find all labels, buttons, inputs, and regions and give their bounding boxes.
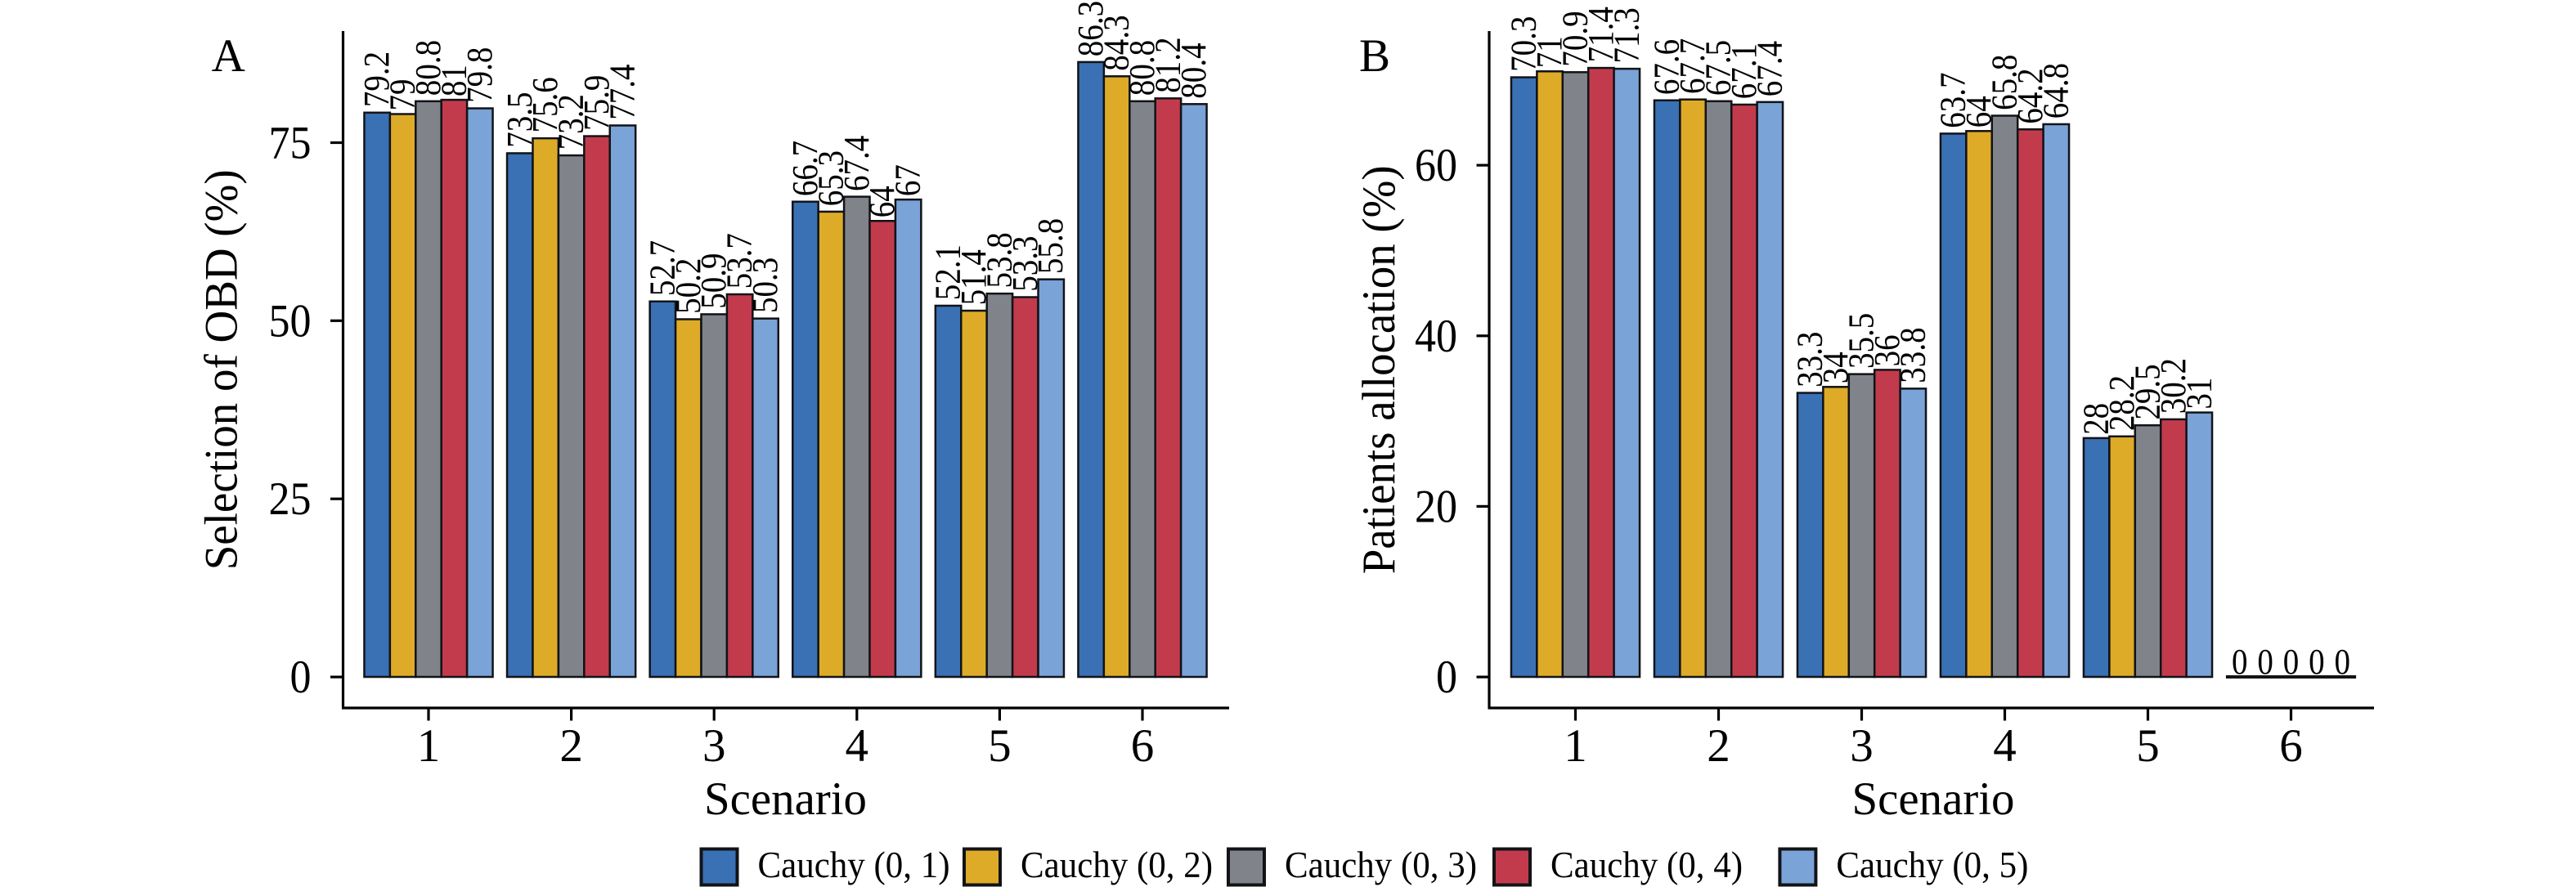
svg-text:84.3: 84.3 — [1097, 15, 1137, 70]
svg-text:67: 67 — [888, 164, 928, 196]
svg-text:6: 6 — [2279, 720, 2303, 772]
svg-text:35.5: 35.5 — [1842, 313, 1882, 369]
svg-text:28.2: 28.2 — [2102, 375, 2142, 431]
svg-text:A: A — [212, 30, 245, 82]
svg-text:77.4: 77.4 — [602, 64, 642, 119]
svg-text:0: 0 — [2283, 642, 2300, 682]
svg-text:67.6: 67.6 — [1647, 39, 1687, 95]
svg-text:31: 31 — [2179, 378, 2219, 410]
svg-text:67.4: 67.4 — [837, 136, 877, 191]
svg-text:80.8: 80.8 — [1122, 40, 1162, 96]
svg-text:71.3: 71.3 — [1606, 7, 1646, 63]
svg-text:40: 40 — [1415, 311, 1457, 362]
svg-text:75: 75 — [269, 118, 312, 169]
svg-text:50: 50 — [269, 295, 312, 347]
svg-text:Selection of OBD (%): Selection of OBD (%) — [196, 169, 248, 570]
svg-text:0: 0 — [1436, 652, 1457, 703]
svg-text:80.4: 80.4 — [1174, 43, 1214, 98]
svg-text:55.8: 55.8 — [1030, 218, 1070, 274]
svg-text:70.3: 70.3 — [1504, 16, 1544, 72]
svg-text:30.2: 30.2 — [2153, 358, 2193, 414]
svg-text:67.7: 67.7 — [1672, 38, 1712, 94]
svg-text:Patients allocation (%): Patients allocation (%) — [1353, 165, 1405, 574]
svg-text:53.8: 53.8 — [979, 232, 1019, 288]
svg-text:81: 81 — [433, 65, 473, 96]
svg-text:Cauchy (0, 5): Cauchy (0, 5) — [1836, 844, 2028, 885]
svg-text:2: 2 — [1707, 720, 1730, 772]
svg-text:81.2: 81.2 — [1147, 37, 1187, 92]
svg-text:3: 3 — [702, 720, 726, 772]
svg-text:1: 1 — [417, 720, 441, 772]
svg-text:28: 28 — [2076, 403, 2116, 435]
svg-text:25: 25 — [269, 473, 312, 525]
svg-text:B: B — [1359, 30, 1390, 82]
svg-text:5: 5 — [988, 720, 1012, 772]
svg-text:0: 0 — [2309, 642, 2325, 682]
svg-text:Scenario: Scenario — [704, 773, 867, 825]
svg-text:63.7: 63.7 — [1933, 72, 1973, 128]
svg-text:0: 0 — [2232, 642, 2248, 682]
svg-text:71.4: 71.4 — [1581, 7, 1621, 62]
svg-text:5: 5 — [2136, 720, 2160, 772]
svg-text:60: 60 — [1415, 140, 1457, 191]
svg-text:33.3: 33.3 — [1790, 332, 1830, 388]
svg-text:79.8: 79.8 — [460, 47, 500, 103]
svg-text:64.2: 64.2 — [2010, 68, 2050, 123]
svg-text:0: 0 — [2257, 642, 2273, 682]
svg-text:20: 20 — [1415, 481, 1457, 532]
svg-text:0: 0 — [2335, 642, 2351, 682]
svg-text:53.7: 53.7 — [720, 233, 760, 289]
svg-text:4: 4 — [1993, 720, 2017, 772]
svg-text:4: 4 — [846, 720, 869, 772]
svg-text:67.4: 67.4 — [1749, 41, 1789, 96]
svg-text:50.3: 50.3 — [745, 258, 785, 313]
svg-text:75.9: 75.9 — [577, 75, 617, 131]
svg-text:71: 71 — [1529, 36, 1569, 68]
svg-text:79.2: 79.2 — [357, 52, 397, 107]
svg-text:65.8: 65.8 — [1985, 55, 2025, 110]
svg-text:86.3: 86.3 — [1070, 1, 1111, 56]
svg-text:6: 6 — [1131, 720, 1155, 772]
svg-text:67.5: 67.5 — [1699, 40, 1739, 96]
svg-text:1: 1 — [1564, 720, 1587, 772]
svg-text:Cauchy (0, 3): Cauchy (0, 3) — [1285, 844, 1477, 885]
svg-text:Cauchy (0, 2): Cauchy (0, 2) — [1021, 844, 1213, 885]
svg-text:36: 36 — [1867, 334, 1907, 366]
svg-text:3: 3 — [1850, 720, 1874, 772]
svg-text:0: 0 — [290, 652, 312, 703]
svg-text:Cauchy (0, 4): Cauchy (0, 4) — [1551, 844, 1743, 885]
svg-text:Scenario: Scenario — [1852, 773, 2015, 825]
svg-text:50.2: 50.2 — [668, 258, 708, 314]
svg-text:33.8: 33.8 — [1892, 327, 1932, 383]
svg-text:75.6: 75.6 — [525, 77, 565, 132]
svg-text:70.9: 70.9 — [1555, 11, 1595, 66]
svg-text:52.7: 52.7 — [642, 240, 682, 296]
svg-text:Cauchy (0, 1): Cauchy (0, 1) — [758, 844, 950, 885]
svg-text:29.5: 29.5 — [2128, 364, 2168, 419]
svg-text:2: 2 — [559, 720, 583, 772]
svg-text:66.7: 66.7 — [785, 141, 825, 196]
svg-text:80.8: 80.8 — [408, 40, 448, 96]
svg-text:67.1: 67.1 — [1724, 43, 1764, 99]
svg-text:64.8: 64.8 — [2035, 63, 2076, 119]
svg-text:52.1: 52.1 — [928, 244, 968, 300]
